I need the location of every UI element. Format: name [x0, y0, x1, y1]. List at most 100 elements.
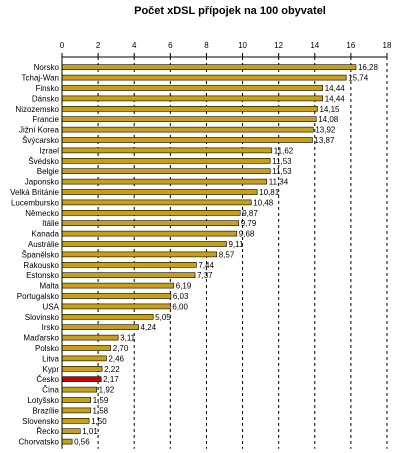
value-label: 9,68	[239, 230, 255, 239]
bar	[61, 303, 171, 310]
bars	[61, 64, 357, 445]
value-label: 7,44	[198, 261, 214, 270]
category-label: Česko	[36, 375, 59, 384]
bar	[61, 438, 73, 445]
bar	[61, 293, 172, 299]
x-tick-label: 12	[274, 41, 283, 50]
x-tick-label: 6	[168, 41, 173, 50]
value-label: 13,87	[314, 136, 335, 145]
category-label: Belgie	[37, 167, 60, 176]
bar	[61, 324, 139, 331]
category-label: Estonsko	[26, 271, 59, 280]
bar	[61, 126, 314, 133]
category-label: Japonsko	[25, 178, 60, 187]
category-label: Chorvatsko	[19, 438, 60, 447]
value-label: 2,22	[104, 365, 120, 374]
bar	[61, 251, 218, 258]
value-label: 13,92	[315, 126, 336, 135]
value-label: 1,92	[99, 386, 115, 395]
value-label: 1,58	[93, 406, 109, 415]
value-label: 11,62	[274, 146, 294, 155]
value-label: 2,46	[108, 354, 124, 363]
value-label: 14,44	[325, 94, 346, 103]
bar	[61, 261, 197, 268]
bar	[61, 147, 273, 154]
x-tick-label: 2	[96, 41, 101, 50]
value-label: 6,00	[172, 302, 188, 311]
value-label: 8,57	[219, 250, 235, 259]
x-tick-label: 10	[238, 41, 247, 50]
value-label: 9,11	[228, 240, 244, 249]
category-label: Finsko	[35, 84, 59, 93]
value-label: 9,79	[241, 219, 257, 228]
x-tick-label: 14	[310, 41, 319, 50]
value-label: 10,48	[253, 198, 274, 207]
bar	[61, 106, 318, 112]
value-label: 3,11	[120, 334, 136, 343]
category-label: Lucembursko	[11, 198, 60, 207]
category-label: Izrael	[39, 146, 59, 155]
bar	[61, 313, 154, 320]
x-tick-label: 16	[346, 41, 355, 50]
bar	[61, 407, 91, 414]
category-label: Jižní Korea	[19, 126, 60, 135]
bar	[61, 282, 175, 289]
category-label: Brazílie	[32, 406, 59, 415]
value-label: 1,59	[93, 396, 109, 405]
category-label: USA	[43, 302, 60, 311]
value-label: 15,74	[348, 74, 369, 83]
category-label: Austrálie	[28, 240, 60, 249]
category-label: Rakousko	[23, 261, 59, 270]
bar	[61, 272, 196, 279]
value-label: 1,01	[82, 427, 98, 436]
category-label: Čína	[42, 386, 59, 395]
value-label: 5,05	[155, 313, 171, 322]
category-label: Německo	[25, 209, 59, 218]
value-label: 4,24	[141, 323, 157, 332]
value-label: 11,53	[272, 157, 292, 166]
category-label: Itálie	[42, 219, 59, 228]
bar	[61, 168, 271, 174]
x-tick-label: 18	[383, 41, 392, 50]
bar	[61, 137, 313, 143]
category-label: Norsko	[34, 63, 60, 72]
category-label: Řecko	[36, 427, 59, 436]
bar	[61, 64, 357, 70]
category-label: Malta	[39, 282, 59, 291]
bar	[61, 74, 347, 81]
x-tick-label: 4	[132, 41, 137, 50]
value-label: 6,03	[173, 292, 189, 301]
x-axis-ticks: 0 2 4 6 8 10 12 14 16 18	[60, 41, 392, 57]
x-tick-label: 8	[204, 41, 209, 50]
bar	[61, 345, 112, 351]
category-label: Kypr	[43, 365, 60, 374]
category-label: Portugalsko	[17, 292, 60, 301]
category-label: Slovensko	[22, 417, 59, 426]
value-label: 11,53	[272, 167, 292, 176]
category-label: Španělsko	[22, 250, 60, 259]
bar	[61, 417, 90, 424]
category-label: Nizozemsko	[15, 105, 59, 114]
x-tick-label: 0	[60, 41, 65, 50]
bar	[61, 95, 324, 102]
category-label: Kanada	[31, 230, 59, 239]
category-label: Dánsko	[32, 94, 60, 103]
chart-title: Počet xDSL přípojek na 100 obyvatel	[134, 5, 326, 17]
grid	[97, 57, 388, 449]
bar	[61, 220, 240, 226]
value-label: 10,81	[259, 188, 280, 197]
value-label: 11,34	[269, 178, 289, 187]
category-label: Lotyšsko	[27, 396, 59, 405]
bar	[61, 365, 103, 372]
bar	[61, 355, 107, 362]
value-label: 16,28	[358, 63, 379, 72]
bar	[61, 386, 97, 393]
value-label: 0,56	[74, 438, 90, 447]
category-label: Francie	[32, 115, 59, 124]
bar	[61, 397, 92, 403]
value-label: 14,44	[325, 84, 346, 93]
value-label: 2,70	[113, 344, 129, 353]
bar	[61, 241, 227, 247]
